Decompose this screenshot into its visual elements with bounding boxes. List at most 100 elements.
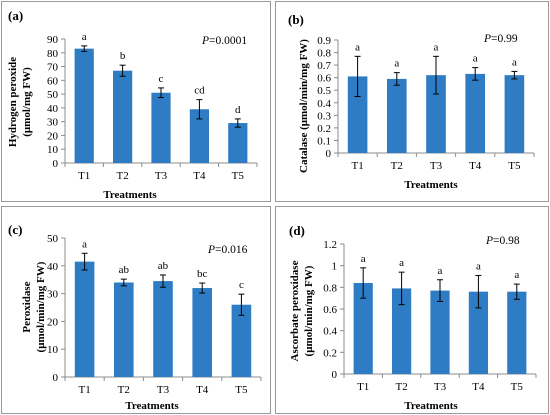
significance-letter: a (394, 58, 399, 70)
chart-svg-d: (d) P=0.98 Treatments Ascorbate peroxida… (289, 223, 537, 412)
p-value: =0.016 (215, 244, 248, 256)
p-value-text: P=0.98 (485, 235, 520, 247)
x-axis-title: Treatments (404, 400, 458, 412)
y-tick-label: 20 (47, 316, 59, 328)
p-value-symbol: P (207, 244, 215, 256)
p-value: =0.98 (493, 235, 520, 247)
significance-letter: a (82, 238, 87, 250)
y-tick-label: 0.2 (323, 347, 337, 359)
y-axis-title-line2: (μmol/min/mg FW) (35, 261, 47, 352)
p-value-symbol: P (483, 33, 491, 45)
chart-svg-c: (c) P=0.016 Treatments Peroxidase (μmol/… (8, 222, 262, 412)
bar (153, 281, 173, 377)
bar (228, 123, 248, 163)
significance-letter: bc (197, 268, 208, 280)
y-tick-label: 0.7 (317, 60, 331, 72)
y-tick-label: 0 (53, 158, 59, 170)
y-tick-label: 1.2 (323, 239, 337, 251)
p-value-text: P=0.016 (207, 244, 248, 256)
significance-letter: a (473, 53, 478, 65)
x-tick-label: T3 (430, 160, 443, 172)
significance-letter: b (120, 50, 126, 62)
plot-area: 0 0.2 0.4 0.6 0.8 1 1.2 a T1 a T2 a T3 a T4 a T5 (323, 239, 537, 393)
significance-letter: a (361, 253, 366, 265)
bar (113, 70, 133, 163)
y-axis-title-line2: (μmol/mg FW) (21, 67, 33, 137)
bar (426, 75, 446, 153)
y-tick-label: 80 (47, 48, 59, 60)
x-tick-label: T5 (508, 160, 521, 172)
x-axis-title: Treatments (103, 189, 157, 201)
bar (504, 75, 525, 153)
x-tick-label: T2 (118, 384, 130, 396)
significance-letter: a (438, 265, 443, 277)
significance-letter: ab (158, 260, 169, 272)
y-tick-label: 0.8 (323, 282, 337, 294)
y-tick-label: 10 (47, 344, 59, 356)
x-tick-label: T3 (157, 384, 170, 396)
y-tick-label: 0 (53, 372, 59, 384)
y-tick-label: 0.4 (323, 326, 337, 338)
y-tick-label: 0.6 (317, 73, 331, 85)
y-tick-label: 0 (332, 369, 338, 381)
y-tick-label: 90 (47, 34, 59, 46)
x-tick-label: T1 (357, 381, 369, 393)
x-tick-label: T1 (78, 384, 90, 396)
y-tick-label: 0.3 (317, 110, 331, 122)
p-value: =0.0001 (209, 35, 247, 47)
x-axis-title: Treatments (404, 179, 458, 191)
significance-letter: a (514, 269, 519, 281)
p-value-text: P=0.0001 (201, 35, 247, 47)
panel-label: (c) (8, 222, 22, 237)
p-value-text: P=0.99 (483, 33, 518, 45)
y-tick-label: 60 (47, 75, 59, 87)
panel-label: (d) (289, 223, 305, 238)
x-tick-label: T3 (155, 170, 168, 182)
y-tick-label: 0.4 (317, 98, 331, 110)
y-tick-label: 0 (326, 148, 332, 160)
plot-area: 00.10.20.30.40.50.60.70.80.9 a T1 a T2 a T3 a T4… (317, 35, 535, 172)
y-tick-label: 70 (47, 62, 59, 74)
chart-panel-a: (a) P=0.0001 Treatments Hydrogen peroxid… (1, 1, 271, 202)
plot-area: 0 10 20 30 40 50 a T1 ab T2 ab T3 bc T4 c T5 (47, 233, 262, 396)
significance-letter: cd (194, 85, 205, 97)
x-tick-label: T5 (232, 170, 245, 182)
x-tick-label: T3 (434, 381, 447, 393)
bar (189, 109, 209, 163)
x-tick-label: T2 (391, 160, 403, 172)
bar (347, 76, 368, 153)
significance-letter: a (476, 260, 481, 272)
y-tick-label: 0.9 (317, 35, 331, 47)
bar (192, 288, 212, 377)
y-tick-label: 30 (47, 289, 59, 301)
y-tick-label: 40 (47, 261, 59, 273)
significance-letter: a (434, 41, 439, 53)
y-axis-title-line1: Catalase (μmol/min/mg FW) (298, 39, 310, 173)
bar (74, 48, 94, 164)
y-axis-title-line1: Peroxidase (21, 281, 33, 332)
bar (392, 288, 412, 374)
chart-svg-b: (b) P=0.99 Treatments Catalase (μmol/min… (288, 12, 535, 191)
significance-letter: a (399, 257, 404, 269)
y-tick-label: 0.2 (317, 123, 331, 135)
y-axis-title-line1: Ascorbate peroxidase (289, 260, 301, 361)
bar (507, 291, 527, 374)
x-tick-label: T4 (196, 384, 209, 396)
x-tick-label: T2 (116, 170, 128, 182)
x-tick-label: T5 (511, 381, 524, 393)
y-tick-label: 30 (47, 117, 59, 129)
panel-label: (b) (288, 12, 304, 27)
x-tick-label: T5 (235, 384, 248, 396)
significance-letter: a (355, 41, 360, 53)
significance-letter: d (235, 104, 241, 116)
x-tick-label: T1 (351, 160, 363, 172)
bar (231, 304, 252, 377)
x-tick-label: T2 (395, 381, 407, 393)
p-value-symbol: P (485, 235, 493, 247)
significance-letter: c (239, 279, 244, 291)
significance-letter: c (159, 73, 164, 85)
bar (353, 283, 373, 374)
bar (387, 78, 407, 153)
y-axis-title-line2: (μmol/min/mg FW) (303, 265, 315, 356)
